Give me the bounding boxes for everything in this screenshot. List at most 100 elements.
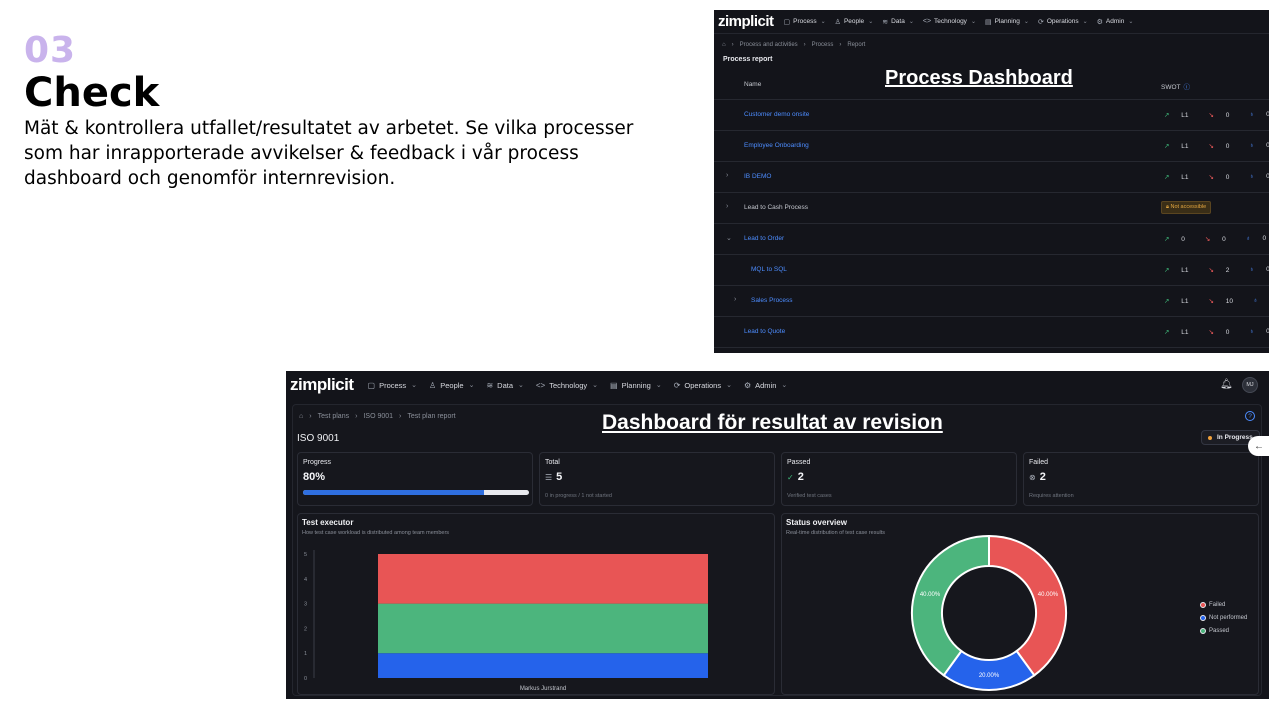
legend-item[interactable]: Passed [1200, 624, 1247, 637]
top-nav: zimplicit ▢ Process ⌄ ♙ People ⌄ ≋ Data ⌄ <> Te… [286, 371, 1269, 399]
donut-slice[interactable] [911, 534, 990, 677]
trend-up-icon: ↗ [1164, 329, 1170, 336]
trend-down-icon: ↘ [1208, 267, 1214, 274]
nav-process[interactable]: ▢ Process ⌄ [783, 18, 826, 26]
breadcrumb: ⌂ › Process and activities › Process › Repo… [714, 34, 1269, 56]
column-name-header[interactable]: Name [744, 81, 762, 88]
breadcrumb-item[interactable]: Process [811, 42, 834, 48]
panel-subtitle: How test case workload is distributed am… [302, 530, 450, 536]
help-icon[interactable]: ? [1245, 411, 1255, 421]
bar-segment[interactable] [378, 653, 708, 678]
top-nav: zimplicit ▢ Process ⌄ ♙ People ⌄ ≋ Data ⌄ <> Te… [714, 10, 1269, 34]
progress-bar [303, 490, 529, 495]
card-subtext: Requires attention [1029, 493, 1074, 499]
swot-summary: ↗ L1↘ 0♁ 0⚠ 0 [1164, 142, 1269, 150]
report-title: Process report [723, 56, 773, 63]
bell-icon[interactable]: 🔔︎ [1220, 379, 1233, 390]
chevron-down-icon: ⌄ [970, 19, 976, 25]
nav-technology[interactable]: <> Technology ⌄ [922, 18, 976, 25]
database-icon: ≋ [486, 380, 494, 390]
bar-segment[interactable] [378, 554, 708, 604]
swot-strength: ↗ 0 [1164, 236, 1185, 243]
nav-process[interactable]: ▢ Process ⌄ [367, 380, 418, 390]
donut-slice[interactable] [988, 534, 1067, 677]
chevron-right-icon: › [803, 42, 806, 48]
collapse-arrow-icon[interactable]: ← [1248, 436, 1269, 456]
passed-value: ✓ 2 [787, 471, 804, 483]
slice-label: 40.00% [1038, 592, 1059, 598]
process-name[interactable]: IB DEMO [744, 173, 772, 180]
table-row[interactable]: Lead to Quote↗ L1↘ 0♁ 0⚠ 0 [714, 317, 1269, 348]
y-tick-label: 1 [304, 651, 307, 657]
nav-people[interactable]: ♙ People ⌄ [834, 18, 874, 26]
swot-weakness: ↘ 0 [1204, 236, 1226, 243]
column-swot-header[interactable]: SWOT ⓘ [1161, 84, 1191, 91]
slice-label: 20.00% [979, 673, 1000, 679]
swot-weakness: ↘ 0 [1208, 112, 1230, 119]
table-row[interactable]: › IB DEMO ↗ L1↘ 0♁ 0⚠ 1 [714, 162, 1269, 193]
trend-up-icon: ↗ [1164, 112, 1170, 119]
info-icon[interactable]: ⓘ [1183, 84, 1191, 91]
chevron-down-icon: ⌄ [592, 382, 599, 389]
nav-planning[interactable]: ▤ Planning ⌄ [984, 18, 1029, 26]
nav-planning[interactable]: ▤ Planning ⌄ [610, 380, 662, 390]
process-name[interactable]: Lead to Quote [744, 328, 786, 335]
table-row[interactable]: ›Sales Process↗ L1↘ 10♁ 0⚠ 1 [714, 286, 1269, 317]
process-name[interactable]: Lead to Order [744, 235, 785, 242]
breadcrumb-item[interactable]: Test plan report [407, 413, 456, 420]
not-accessible-badge: 🔒︎ Not accessible [1161, 201, 1212, 214]
code-icon: <> [922, 18, 932, 25]
nav-admin[interactable]: ⚙ Admin ⌄ [743, 380, 788, 390]
table-row[interactable]: Employee Onboarding ↗ L1↘ 0♁ 0⚠ 0 [714, 131, 1269, 162]
nav-operations[interactable]: ⟳ Operations ⌄ [673, 380, 732, 390]
trend-down-icon: ↘ [1204, 236, 1211, 243]
status-overview-panel: Status overview Real-time distribution o… [781, 513, 1259, 695]
home-icon[interactable]: ⌂ [299, 413, 304, 420]
status-badge[interactable]: In Progress [1201, 430, 1260, 445]
chevron-down-icon[interactable]: ⌄ [726, 235, 732, 242]
process-name[interactable]: MQL to SQL [751, 266, 787, 273]
table-row[interactable]: › Lead to Cash Process 🔒︎ Not accessible [714, 193, 1269, 224]
legend-item[interactable]: Not performed [1200, 611, 1247, 624]
swot-weakness: ↘ 0 [1208, 329, 1230, 336]
logo[interactable]: zimplicit [718, 13, 774, 30]
swot-opportunity: ♁ 0 [1249, 111, 1269, 118]
nav-operations[interactable]: ⟳ Operations ⌄ [1037, 18, 1088, 26]
breadcrumb-item[interactable]: Test plans [317, 413, 350, 420]
breadcrumb-item[interactable]: ISO 9001 [363, 413, 394, 420]
home-icon[interactable]: ⌂ [722, 42, 726, 48]
nav-data[interactable]: ≋ Data ⌄ [882, 18, 914, 26]
chevron-right-icon[interactable]: › [734, 296, 737, 303]
swot-summary: ↗ 0↘ 0♁ 0⚠ 0 [1164, 235, 1269, 243]
nav-data[interactable]: ≋ Data ⌄ [486, 380, 524, 390]
logo[interactable]: zimplicit [290, 375, 354, 394]
progress-value: 80% [303, 471, 326, 483]
chevron-right-icon: › [355, 413, 358, 420]
table-row[interactable]: MQL to SQL↗ L1↘ 2♁ 0⚠ 0 [714, 255, 1269, 286]
table-row[interactable]: ⌄Lead to Order↗ 0↘ 0♁ 0⚠ 0 [714, 224, 1269, 255]
chevron-right-icon[interactable]: › [726, 172, 729, 179]
legend-label: Not performed [1209, 614, 1248, 621]
bar-segment[interactable] [378, 603, 708, 654]
chevron-right-icon: › [731, 42, 734, 48]
trend-down-icon: ↘ [1208, 329, 1214, 336]
main-content: ⌂ › Test plans › ISO 9001 › Test plan repor… [292, 404, 1262, 696]
swot-summary: ↗ L1↘ 0♁ 0⚠ 1 [1164, 173, 1269, 181]
process-name[interactable]: Sales Process [751, 297, 793, 304]
nav-people[interactable]: ♙ People ⌄ [429, 380, 475, 390]
chevron-right-icon[interactable]: › [726, 203, 729, 210]
legend-item[interactable]: Failed [1200, 598, 1247, 611]
breadcrumb-item[interactable]: Process and activities [739, 42, 798, 48]
status-donut-chart: 40.00% 20.00% 40.00% [911, 534, 1067, 691]
lightbulb-icon: ♁ [1249, 266, 1255, 273]
breadcrumb-item[interactable]: Report [847, 42, 866, 48]
avatar[interactable]: MJ [1242, 377, 1258, 393]
table-row[interactable]: Customer demo onsite↗ L1↘ 0♁ 0⚠ 0 [714, 100, 1269, 131]
slide-body: Mät & kontrollera utfallet/resultatet av… [24, 118, 634, 189]
process-name[interactable]: Customer demo onsite [744, 111, 810, 118]
nav-admin[interactable]: ⚙ Admin ⌄ [1096, 18, 1134, 26]
chevron-right-icon: › [309, 413, 312, 420]
breadcrumb: ⌂ › Test plans › ISO 9001 › Test plan repor… [299, 413, 462, 420]
process-name[interactable]: Employee Onboarding [744, 142, 809, 149]
nav-technology[interactable]: <> Technology ⌄ [535, 380, 599, 390]
